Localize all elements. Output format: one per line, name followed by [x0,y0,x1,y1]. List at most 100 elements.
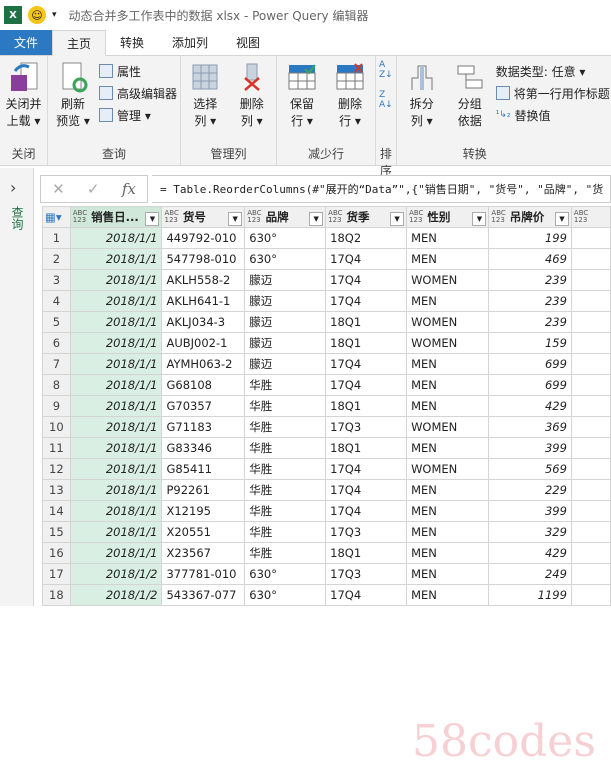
cell[interactable]: 399 [488,500,572,522]
cell[interactable]: 17Q4 [325,374,408,396]
cell[interactable] [570,290,611,312]
cell[interactable]: MEN [406,563,490,585]
cell[interactable]: AUBJ002-1 [161,332,246,354]
cell[interactable]: 2018/1/1 [69,521,163,543]
replace-values-button[interactable]: ¹↳₂ 替换值 [495,108,551,123]
cell[interactable]: 630° [244,563,327,585]
cell[interactable]: 547798-010 [161,248,246,270]
cell[interactable]: MEN [406,500,490,522]
cell[interactable] [570,437,611,459]
row-number[interactable]: 15 [42,521,71,543]
column-header[interactable]: ABC 123 性别 ▼ [406,206,490,228]
cell[interactable]: 2018/1/1 [69,269,163,291]
cell[interactable]: 630° [244,584,327,606]
cell[interactable]: 华胜 [244,479,327,501]
type-any-icon[interactable]: ABC 123 [328,209,343,224]
row-number[interactable]: 12 [42,458,71,480]
cell[interactable]: MEN [406,437,490,459]
cell[interactable]: MEN [406,290,490,312]
data-type-dropdown[interactable]: 数据类型: 任意 ▾ [495,64,586,79]
cell[interactable]: AKLH558-2 [161,269,246,291]
cell[interactable]: MEN [406,248,490,270]
type-any-icon[interactable]: ABC 123 [247,209,262,224]
cell[interactable]: 2018/1/2 [69,584,163,606]
confirm-icon[interactable]: ✓ [86,180,100,198]
cell[interactable]: 17Q4 [325,500,408,522]
cell[interactable]: 17Q4 [325,269,408,291]
filter-dropdown-icon[interactable]: ▼ [228,211,243,226]
cell[interactable]: 329 [488,521,572,543]
row-number[interactable]: 9 [42,395,71,417]
filter-dropdown-icon[interactable]: ▼ [472,211,487,226]
quick-access-dropdown-icon[interactable]: ▾ [52,10,57,20]
cell[interactable]: 18Q1 [325,332,408,354]
cell[interactable]: 399 [488,437,572,459]
cell[interactable]: MEN [406,395,490,417]
type-any-icon[interactable]: ABC 123 [164,209,179,224]
cell[interactable] [570,416,611,438]
cell[interactable]: G68108 [161,374,246,396]
cell[interactable]: 377781-010 [161,563,246,585]
cell[interactable]: 18Q2 [325,227,408,249]
cell[interactable]: MEN [406,227,490,249]
row-number[interactable]: 7 [42,353,71,375]
cell[interactable]: G70357 [161,395,246,417]
cell[interactable]: 2018/1/1 [69,500,163,522]
cell[interactable]: 369 [488,416,572,438]
cell[interactable]: X20551 [161,521,246,543]
row-number[interactable]: 4 [42,290,71,312]
cell[interactable]: MEN [406,353,490,375]
type-any-icon[interactable]: ABC 123 [491,209,506,224]
cell[interactable] [570,395,611,417]
cell[interactable]: WOMEN [406,458,490,480]
row-number[interactable]: 3 [42,269,71,291]
cell[interactable]: 华胜 [244,500,327,522]
row-number[interactable]: 2 [42,248,71,270]
cell[interactable]: 1199 [488,584,572,606]
cell[interactable]: 2018/1/1 [69,374,163,396]
cell[interactable]: 449792-010 [161,227,246,249]
refresh-preview-button[interactable]: 刷新 预览 ▾ [51,60,95,145]
sort-ascending-icon[interactable]: A Z↓ [379,60,393,80]
row-number[interactable]: 1 [42,227,71,249]
cell[interactable]: 17Q3 [325,416,408,438]
row-number[interactable]: 16 [42,542,71,564]
row-number[interactable]: 6 [42,332,71,354]
feedback-smiley-icon[interactable]: ☺ [28,6,46,24]
cell[interactable]: 199 [488,227,572,249]
cell[interactable]: 239 [488,290,572,312]
cell[interactable]: AKLH641-1 [161,290,246,312]
formula-input[interactable]: = Table.ReorderColumns(#"展开的“Data”",{"销售… [152,175,611,203]
cell[interactable]: P92261 [161,479,246,501]
cell[interactable] [570,332,611,354]
cell[interactable]: 229 [488,479,572,501]
cell[interactable]: 2018/1/1 [69,227,163,249]
cell[interactable]: MEN [406,584,490,606]
row-number[interactable]: 18 [42,584,71,606]
choose-columns-button[interactable]: 选择 列 ▾ [184,60,227,145]
cell[interactable]: 17Q4 [325,290,408,312]
cell[interactable]: 朦迈 [244,353,327,375]
cell[interactable]: 17Q4 [325,353,408,375]
fx-icon[interactable]: fx [121,180,136,198]
filter-dropdown-icon[interactable]: ▼ [145,211,160,226]
cell[interactable]: 159 [488,332,572,354]
type-any-icon[interactable]: ABC 123 [409,209,424,224]
cell[interactable] [570,500,611,522]
cell[interactable]: 华胜 [244,416,327,438]
row-number[interactable]: 5 [42,311,71,333]
keep-rows-button[interactable]: 保留 行 ▾ [280,60,324,145]
cell[interactable] [570,311,611,333]
cell[interactable] [570,353,611,375]
cell[interactable]: X23567 [161,542,246,564]
manage-button[interactable]: 管理 ▾ [99,106,177,124]
close-and-load-button[interactable]: 关闭并 上载 ▾ [3,60,44,145]
cell[interactable]: 2018/1/1 [69,479,163,501]
filter-dropdown-icon[interactable]: ▼ [554,211,569,226]
queries-pane-label[interactable]: 查询 [10,206,24,230]
expand-chevron-icon[interactable]: › [10,178,17,197]
sort-descending-icon[interactable]: Z A↓ [379,90,393,110]
cell[interactable]: 2018/1/1 [69,416,163,438]
type-any-icon[interactable]: ABC 123 [72,209,88,224]
column-header[interactable]: ABC 123 吊牌价 ▼ [488,206,572,228]
